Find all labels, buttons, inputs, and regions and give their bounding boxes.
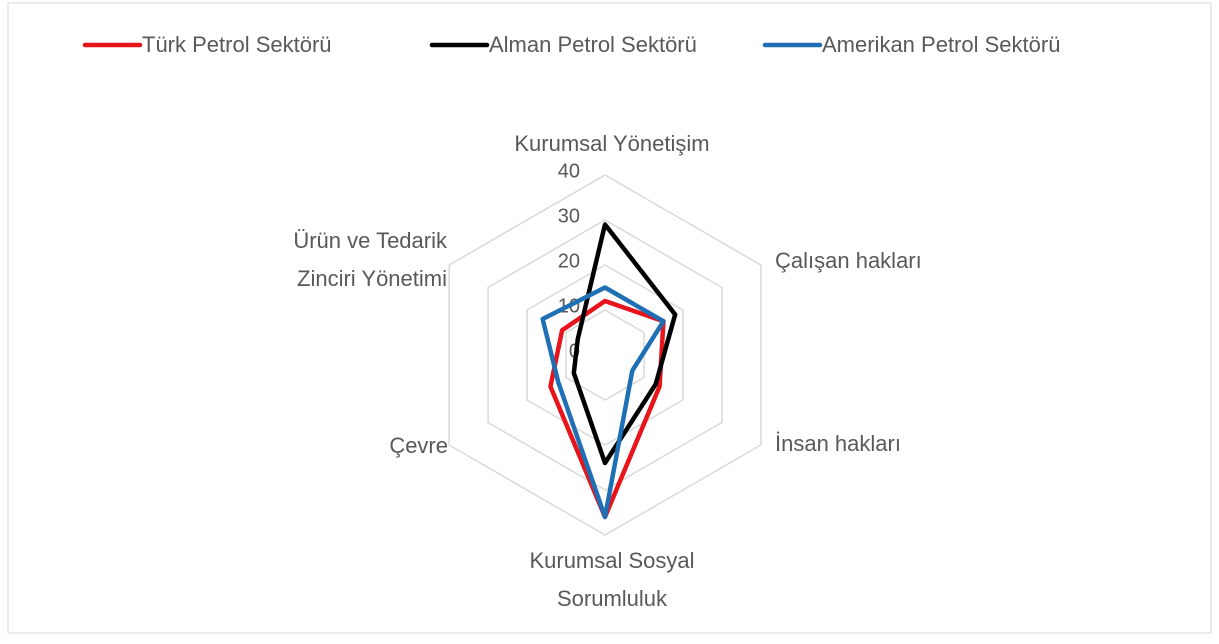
axis-label: Çalışan hakları: [775, 248, 922, 273]
chart-frame: [7, 2, 1212, 634]
grid-ring: [526, 264, 684, 446]
legend-label: Alman Petrol Sektörü: [489, 32, 697, 57]
axis-label: Ürün ve Tedarik: [293, 228, 448, 253]
axis-label: Çevre: [389, 433, 448, 458]
axis-label: Sorumluluk: [557, 586, 668, 611]
r-tick-label: 40: [558, 160, 580, 182]
legend-label: Türk Petrol Sektörü: [142, 32, 332, 57]
r-tick-label: 20: [558, 250, 580, 272]
grid-ring: [448, 174, 762, 536]
legend-label: Amerikan Petrol Sektörü: [822, 32, 1060, 57]
axis-label: İnsan hakları: [775, 431, 901, 456]
axis-label: Kurumsal Sosyal: [529, 548, 694, 573]
series-line: [571, 222, 678, 466]
axis-label: Zinciri Yönetimi: [297, 266, 447, 291]
grid-ring: [565, 309, 645, 401]
r-tick-label: 30: [558, 205, 580, 227]
axis-label: Kurumsal Yönetişim: [514, 131, 709, 156]
series-line: [540, 285, 666, 520]
grid-ring: [487, 219, 723, 491]
